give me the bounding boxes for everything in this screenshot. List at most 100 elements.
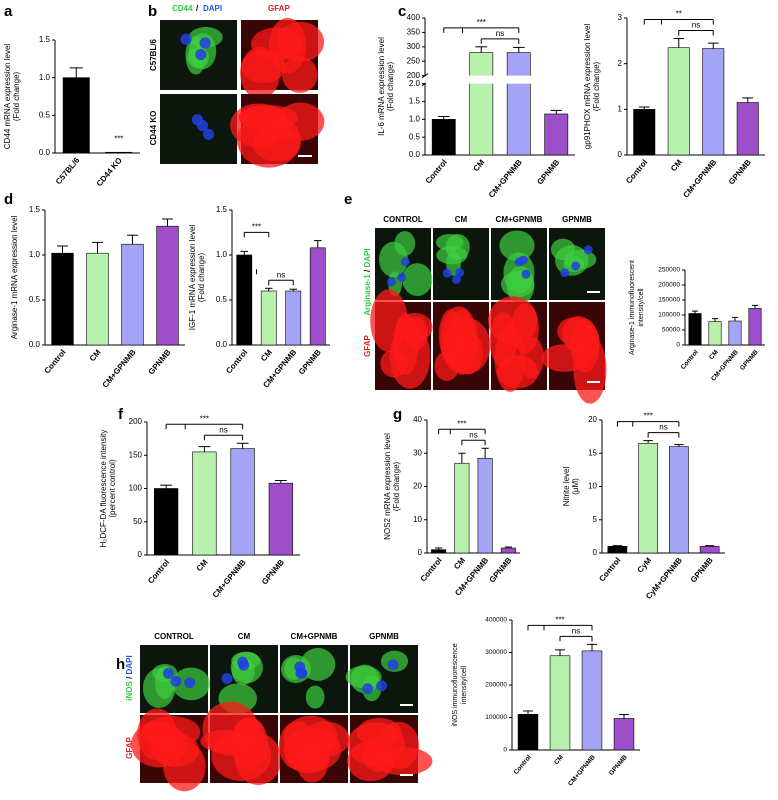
bar [613,718,635,751]
significance-label: ** [676,10,682,19]
y-tick-label: 350 [407,28,421,37]
bar [506,52,531,156]
nucleus [362,683,374,695]
micrograph-signal [240,46,281,99]
y-tick-label: 0 [676,342,680,349]
y-tick-label: 300 [407,42,421,51]
micrograph-signal [574,323,600,360]
y-tick-label: 1 [618,104,623,113]
column-label: CM+GPNMB [291,632,338,641]
y-tick-label: 100 [129,484,143,493]
bar [708,321,722,346]
bar [517,713,539,751]
micrograph-signal [283,715,338,760]
nucleus [162,667,174,679]
y-axis-label: iNOS immunofluorescence [452,643,459,726]
nucleus [202,128,215,140]
column-label: CM [238,632,251,641]
column-label: CONTROL [383,215,423,224]
nucleus [571,261,581,271]
bar [669,446,689,554]
micrograph-signal [396,312,433,342]
nucleus [295,667,307,679]
bar [121,243,144,346]
column-label: GPNMB [562,215,592,224]
stain-label: DAPI [203,4,222,13]
bar [549,655,571,751]
bar [62,77,90,154]
bar [431,549,447,554]
y-tick-label: 0.5 [216,295,228,304]
y-tick-label: 1.0 [29,250,41,259]
panel-letter: a [4,3,13,20]
row-label: iNOS / DAPI [125,655,134,700]
y-axis-label: H₂DCF-DA fluorescence intensity [99,430,108,548]
bar [607,546,628,554]
y-axis-label: Arginase-1 immunofluorescent [629,260,636,355]
bar [544,113,569,156]
column-label: GPNMB [369,632,399,641]
y-tick-label: 2.0 [409,79,421,88]
nucleus [400,257,410,267]
micrograph-signal [230,717,269,771]
y-tick-label: 3 [618,13,623,22]
y-axis-label: IGF-1 mRNA expression level [188,225,197,331]
significance-label: ns [219,425,227,434]
y-tick-label: 15 [588,448,597,457]
y-axis-label: Nitrite level [562,467,571,507]
x-tick-label: CM [553,754,565,766]
significance-label: ns [692,21,700,30]
y-tick-label: 40 [413,415,422,424]
micrograph-signal [370,289,408,353]
stain-label: DAPI [125,655,134,674]
y-tick-label: 400000 [485,617,507,624]
y-tick-label: 1.5 [29,205,41,214]
y-tick-label: 200000 [658,282,680,289]
y-tick-label: 2 [618,59,623,68]
bar [156,225,179,346]
y-tick-label: 0 [138,550,143,559]
stain-label: CD44 [172,4,193,13]
micrograph-signal [305,685,325,709]
micrograph-signal [163,741,206,792]
y-tick-label: 20 [413,482,422,491]
significance-label: ns [659,423,667,432]
bar [667,47,690,156]
y-axis-label: intensity/cell [461,665,468,704]
y-tick-label: 50 [133,517,142,526]
nucleus [442,268,452,278]
y-tick-label: 0.5 [29,295,41,304]
nucleus [451,275,461,284]
y-axis-label: IL-6 mRNA expression level [377,37,386,136]
bar [51,252,74,346]
micrograph-signal [149,722,179,755]
bar [500,547,516,554]
bar [192,451,217,556]
x-tick-label: CM [708,349,720,361]
micrograph-signal [188,26,223,48]
y-tick-label: 200000 [485,682,507,689]
stain-label: Arginase-1 [363,274,372,316]
y-tick-label: 10 [413,515,422,524]
micrograph-signal [494,325,526,392]
nucleus [583,245,593,255]
bar [236,254,253,346]
bar [153,488,179,556]
bar [728,320,742,346]
y-tick-label: 0 [618,150,623,159]
bar [431,119,456,156]
bar [285,290,302,346]
nucleus [521,269,531,279]
y-tick-label: 1.5 [409,97,421,106]
significance-label: ns [277,270,285,279]
nucleus [387,277,396,287]
bar [702,48,725,156]
column-label: CONTROL [154,632,194,641]
panel-letter: g [393,406,402,423]
axis-break [421,73,429,79]
nucleus [397,272,407,282]
y-tick-label: 250000 [658,267,680,274]
panel-letter: e [344,191,352,208]
row-label: GFAP [125,736,134,758]
bar [688,313,702,346]
